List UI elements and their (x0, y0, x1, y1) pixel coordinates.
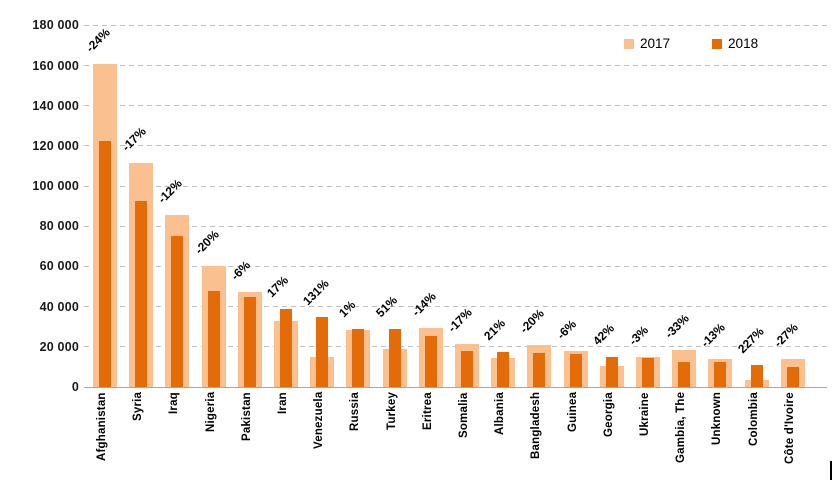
legend-label-2018: 2018 (728, 36, 759, 51)
pct-change-label: -17% (119, 124, 149, 154)
bar-2018-Gambia, The (678, 362, 691, 387)
y-tick-label: 40 000 (39, 299, 79, 314)
gridline (84, 265, 827, 267)
bar-2018-Somalia (461, 351, 473, 387)
bar-2018-Iraq (171, 235, 184, 387)
y-tick-label: 100 000 (32, 179, 79, 194)
bar-2018-Iran (280, 309, 292, 387)
y-tick-label: 0 (71, 380, 79, 394)
category-label: Albania (494, 392, 507, 435)
pct-change-label: -6% (227, 257, 253, 283)
category-label: Nigeria (204, 392, 217, 433)
category-label: Venezuela (313, 392, 326, 450)
category-label: Iran (277, 392, 289, 414)
category-label: Iraq (168, 392, 181, 414)
pct-change-label: 21% (481, 315, 509, 343)
bar-2018-Russia (352, 329, 365, 387)
bar-2018-Ukraine (642, 357, 654, 387)
category-label: Afghanistan (96, 392, 108, 461)
cursor-artifact (830, 461, 832, 480)
pct-change-label: 227% (734, 324, 767, 356)
bar-2018-Unknown (714, 362, 727, 387)
bar-2018-Venezuela (316, 317, 329, 387)
gridline (84, 306, 827, 308)
bar-2018-Albania (497, 351, 510, 387)
bar-2018-Eritrea (424, 336, 437, 387)
bar-2018-Guinea (569, 353, 582, 387)
chart-legend: 2017 2018 (624, 36, 758, 51)
pct-change-label: -20% (517, 306, 548, 336)
category-label: Ukraine (639, 392, 651, 436)
legend-item-2018: 2018 (712, 36, 758, 51)
category-label: Unknown (711, 392, 724, 446)
y-tick-label: 20 000 (39, 339, 79, 354)
gridline (84, 225, 827, 227)
bar-2018-Bangladesh (533, 353, 546, 387)
pct-change-label: 51% (372, 293, 400, 321)
y-tick-label: 160 000 (32, 58, 79, 73)
bar-2018-Syria (135, 200, 148, 387)
category-label: Georgia (602, 392, 615, 437)
category-label: Côte d'Ivoire (783, 392, 796, 464)
category-label: Turkey (385, 392, 398, 431)
legend-item-2017: 2017 (624, 36, 670, 51)
category-label: Pakistan (240, 392, 253, 441)
category-label: Eritrea (421, 392, 434, 430)
pct-change-label: -33% (662, 311, 692, 342)
pct-change-label: 42% (589, 321, 617, 349)
legend-swatch-2017-icon (624, 38, 634, 49)
pct-change-label: -24% (83, 24, 113, 55)
y-tick-label: 120 000 (32, 138, 79, 153)
pct-change-label: 131% (300, 276, 332, 309)
bar-2018-Colombia (750, 364, 763, 387)
bar-2018-Turkey (388, 329, 401, 387)
category-label: Somalia (458, 392, 470, 438)
bar-2018-Afghanistan (99, 141, 111, 387)
pct-change-label: 1% (336, 297, 359, 321)
category-label: Syria (132, 392, 145, 422)
legend-label-2017: 2017 (640, 36, 671, 51)
legend-swatch-2018-icon (712, 38, 723, 49)
pct-change-label: -12% (155, 176, 186, 207)
gridline (84, 145, 827, 147)
gridline (84, 105, 827, 107)
pct-change-label: -3% (626, 322, 652, 348)
gridline (84, 185, 827, 187)
category-label: Gambia, The (675, 392, 688, 464)
category-label: Colombia (747, 392, 760, 446)
pct-change-label: -14% (408, 288, 439, 319)
bar-2018-Côte d'Ivoire (786, 366, 799, 387)
category-label: Guinea (566, 392, 579, 433)
bar-2018-Nigeria (207, 290, 220, 387)
category-label: Russia (349, 392, 362, 431)
pct-change-label: -20% (191, 227, 222, 258)
pct-change-label: 17% (264, 273, 291, 301)
gridline (84, 24, 827, 26)
y-tick-label: 60 000 (39, 259, 79, 274)
y-tick-label: 80 000 (39, 219, 79, 234)
pct-change-label: -6% (553, 317, 579, 343)
y-tick-label: 140 000 (32, 98, 79, 113)
y-tick-label: 180 000 (32, 18, 79, 33)
pct-change-label: -17% (445, 305, 475, 335)
bar-2018-Georgia (605, 357, 618, 387)
gridline (84, 65, 827, 66)
pct-change-label: -13% (698, 319, 729, 350)
category-label: Bangladesh (530, 392, 543, 460)
x-axis-line (84, 386, 827, 388)
bar-2018-Pakistan (243, 297, 256, 387)
